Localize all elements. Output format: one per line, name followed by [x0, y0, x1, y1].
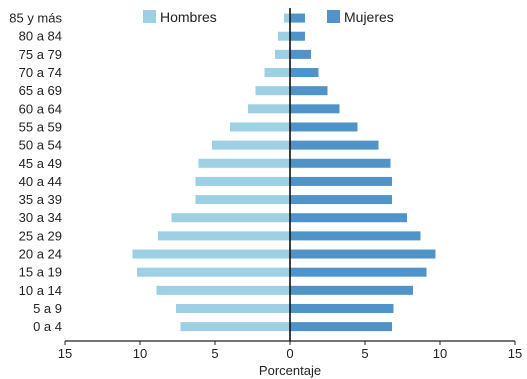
category-label-5-a-9: 5 a 9 [33, 301, 62, 316]
category-label-15-a-19: 15 a 19 [19, 265, 62, 280]
legend-label-mujeres: Mujeres [344, 9, 394, 25]
bar-mujeres-20-a-24 [290, 249, 436, 259]
bar-mujeres-60-a-64 [290, 104, 340, 114]
x-tick-label: 10 [133, 346, 147, 361]
category-label-80-a-84: 80 a 84 [19, 29, 62, 44]
bar-hombres-5-a-9 [176, 303, 290, 313]
bar-hombres-85-y-ms [284, 13, 290, 23]
bar-hombres-30-a-34 [171, 213, 290, 223]
category-label-40-a-44: 40 a 44 [19, 174, 62, 189]
category-label-0-a-4: 0 a 4 [33, 319, 62, 334]
x-tick-label: 10 [433, 346, 447, 361]
category-label-55-a-59: 55 a 59 [19, 119, 62, 134]
bar-mujeres-40-a-44 [290, 176, 392, 186]
bar-mujeres-35-a-39 [290, 195, 392, 205]
bar-hombres-65-a-69 [255, 86, 290, 96]
bar-hombres-45-a-49 [198, 158, 290, 168]
bar-mujeres-70-a-74 [290, 68, 319, 78]
bar-mujeres-5-a-9 [290, 303, 394, 313]
bar-mujeres-85-y-ms [290, 13, 305, 23]
bar-mujeres-75-a-79 [290, 49, 311, 59]
bar-hombres-35-a-39 [195, 195, 290, 205]
category-label-75-a-79: 75 a 79 [19, 47, 62, 62]
category-labels-group: 85 y más 80 a 84 75 a 79 70 a 74 65 a 69 60 a… [9, 11, 62, 335]
bar-hombres-75-a-79 [275, 49, 290, 59]
category-label-20-a-24: 20 a 24 [19, 247, 62, 262]
bar-hombres-50-a-54 [212, 140, 290, 150]
bar-hombres-40-a-44 [195, 176, 290, 186]
bar-mujeres-80-a-84 [290, 31, 305, 41]
category-label-70-a-74: 70 a 74 [19, 65, 62, 80]
category-label-45-a-49: 45 a 49 [19, 156, 62, 171]
bar-hombres-15-a-19 [137, 267, 290, 277]
legend-label-hombres: Hombres [160, 9, 217, 25]
bar-hombres-0-a-4 [180, 322, 290, 332]
bar-mujeres-10-a-14 [290, 285, 413, 295]
category-label-65-a-69: 65 a 69 [19, 83, 62, 98]
x-tick-label: 5 [361, 346, 368, 361]
bar-hombres-80-a-84 [278, 31, 290, 41]
x-tick-label: 5 [211, 346, 218, 361]
bar-hombres-60-a-64 [248, 104, 290, 114]
x-tick-label: 0 [286, 346, 293, 361]
category-label-25-a-29: 25 a 29 [19, 228, 62, 243]
bar-mujeres-65-a-69 [290, 86, 328, 96]
x-ticks-group: 15 10 5 0 5 10 15 [58, 341, 522, 361]
bar-hombres-20-a-24 [132, 249, 290, 259]
bar-mujeres-0-a-4 [290, 322, 392, 332]
legend-swatch-mujeres [327, 10, 340, 23]
bars-group [132, 13, 436, 332]
bar-hombres-55-a-59 [230, 122, 290, 132]
legend: Hombres Mujeres [143, 9, 394, 25]
bar-hombres-25-a-29 [158, 231, 290, 241]
category-label-35-a-39: 35 a 39 [19, 192, 62, 207]
bar-hombres-70-a-74 [264, 68, 290, 78]
bar-mujeres-25-a-29 [290, 231, 421, 241]
bar-mujeres-50-a-54 [290, 140, 379, 150]
bar-hombres-10-a-14 [156, 285, 290, 295]
category-label-85-y-ms: 85 y más [9, 11, 62, 26]
bar-mujeres-30-a-34 [290, 213, 407, 223]
bar-mujeres-55-a-59 [290, 122, 358, 132]
bar-mujeres-45-a-49 [290, 158, 391, 168]
category-label-30-a-34: 30 a 34 [19, 210, 62, 225]
x-tick-label: 15 [508, 346, 522, 361]
x-axis-title: Porcentaje [259, 363, 321, 378]
bar-mujeres-15-a-19 [290, 267, 427, 277]
category-label-60-a-64: 60 a 64 [19, 101, 62, 116]
category-label-50-a-54: 50 a 54 [19, 138, 62, 153]
x-tick-label: 15 [58, 346, 72, 361]
category-label-10-a-14: 10 a 14 [19, 283, 62, 298]
legend-swatch-hombres [143, 10, 156, 23]
